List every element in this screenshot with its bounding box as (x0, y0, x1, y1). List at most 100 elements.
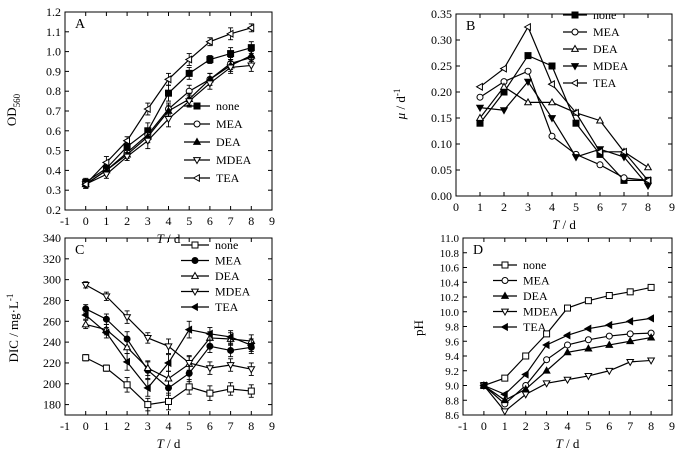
legend-marker (193, 120, 201, 128)
data-point (584, 373, 593, 381)
data-point (122, 136, 130, 145)
data-point (571, 154, 581, 162)
legend-marker (193, 102, 201, 110)
data-point (596, 161, 604, 169)
data-point (185, 383, 193, 391)
data-point (165, 89, 172, 97)
legend-label: MEA (523, 274, 550, 288)
series-mdea (81, 281, 256, 376)
legend-marker (501, 261, 509, 269)
data-point (123, 381, 131, 389)
x-tick-label: 2 (124, 419, 130, 433)
x-tick-label: 9 (269, 214, 275, 228)
x-tick-label: 8 (248, 214, 254, 228)
legend-label: TEA (215, 300, 239, 314)
x-tick-label: -1 (60, 419, 70, 433)
data-point (572, 119, 580, 127)
data-point (185, 360, 194, 368)
series-mdea (479, 357, 656, 416)
legend-label: DEA (523, 289, 548, 303)
data-point (122, 357, 130, 367)
legend-marker (570, 78, 578, 88)
data-point (500, 390, 508, 399)
y-tick-label: 0.5 (46, 144, 61, 158)
data-point (564, 304, 571, 312)
data-point (604, 320, 613, 330)
y-tick-label: 9.6 (445, 336, 459, 348)
legend-label: TEA (216, 171, 240, 185)
data-point (583, 324, 592, 333)
legend-marker (192, 157, 202, 165)
x-tick-label: 5 (186, 214, 192, 228)
panel-label: A (75, 17, 86, 32)
data-point (524, 67, 532, 75)
data-point (523, 22, 531, 32)
data-point (523, 97, 533, 106)
data-point (563, 331, 571, 340)
y-axis-label-unit: / d (393, 96, 408, 113)
legend-label: none (215, 238, 238, 252)
y-tick-label: 1.1 (46, 25, 61, 39)
y-axis-label: pH (411, 320, 426, 336)
x-tick-label: 2 (124, 214, 130, 228)
legend-label: TEA (593, 76, 617, 90)
x-tick-label: 4 (565, 419, 571, 433)
y-tick-label: 0.9 (46, 64, 61, 78)
data-point (184, 325, 193, 334)
y-tick-label: 180 (43, 398, 61, 412)
data-point (164, 116, 173, 124)
series-tea (81, 23, 255, 189)
legend-marker (501, 277, 509, 284)
x-axis-label: T / d (552, 217, 576, 232)
data-point (547, 80, 555, 89)
x-tick-label: 4 (166, 214, 172, 228)
data-point (185, 69, 193, 77)
data-point (619, 147, 627, 156)
data-point (524, 52, 532, 60)
x-tick-label: -1 (60, 214, 70, 228)
data-point (499, 64, 507, 73)
x-tick-label: 8 (648, 419, 654, 433)
y-tick-label: 0.20 (431, 85, 452, 99)
data-point (101, 158, 110, 167)
y-axis-label-sup: -1 (392, 89, 402, 97)
data-point (499, 82, 509, 90)
data-point (564, 341, 571, 349)
data-point (247, 51, 256, 59)
legend-marker (500, 322, 508, 332)
y-axis-label: μ / d-1 (392, 89, 408, 121)
data-point (226, 362, 235, 370)
x-tick-label: 1 (103, 419, 109, 433)
y-tick-label: 0.35 (431, 7, 452, 21)
y-tick-label: 8.8 (445, 395, 459, 407)
data-point (542, 340, 550, 350)
data-point (226, 332, 234, 342)
y-axis-label-main: DIC / mg·L (6, 301, 21, 362)
x-tick-label: 0 (83, 419, 89, 433)
x-tick-label: 5 (585, 419, 591, 433)
legend-label: DEA (215, 269, 240, 283)
x-tick-label: 4 (166, 419, 172, 433)
x-axis-label-var: T (552, 217, 560, 232)
data-point (646, 333, 656, 341)
series-tea (479, 314, 654, 399)
data-point (605, 332, 613, 340)
y-tick-label: 0.3 (46, 183, 61, 197)
data-point (584, 297, 592, 305)
data-point (164, 343, 173, 351)
legend-marker (190, 271, 200, 279)
series-line (479, 54, 648, 181)
series-line (479, 70, 649, 181)
data-point (500, 408, 509, 416)
x-axis-label-unit: / d (164, 436, 181, 451)
data-point (102, 364, 110, 372)
legend-label: none (593, 8, 616, 22)
data-point (122, 153, 132, 162)
y-tick-label: 0.25 (431, 59, 452, 73)
series-tea (475, 22, 651, 185)
y-tick-label: 10.6 (440, 263, 460, 275)
data-point (247, 62, 256, 70)
x-tick-label: -1 (458, 419, 468, 433)
